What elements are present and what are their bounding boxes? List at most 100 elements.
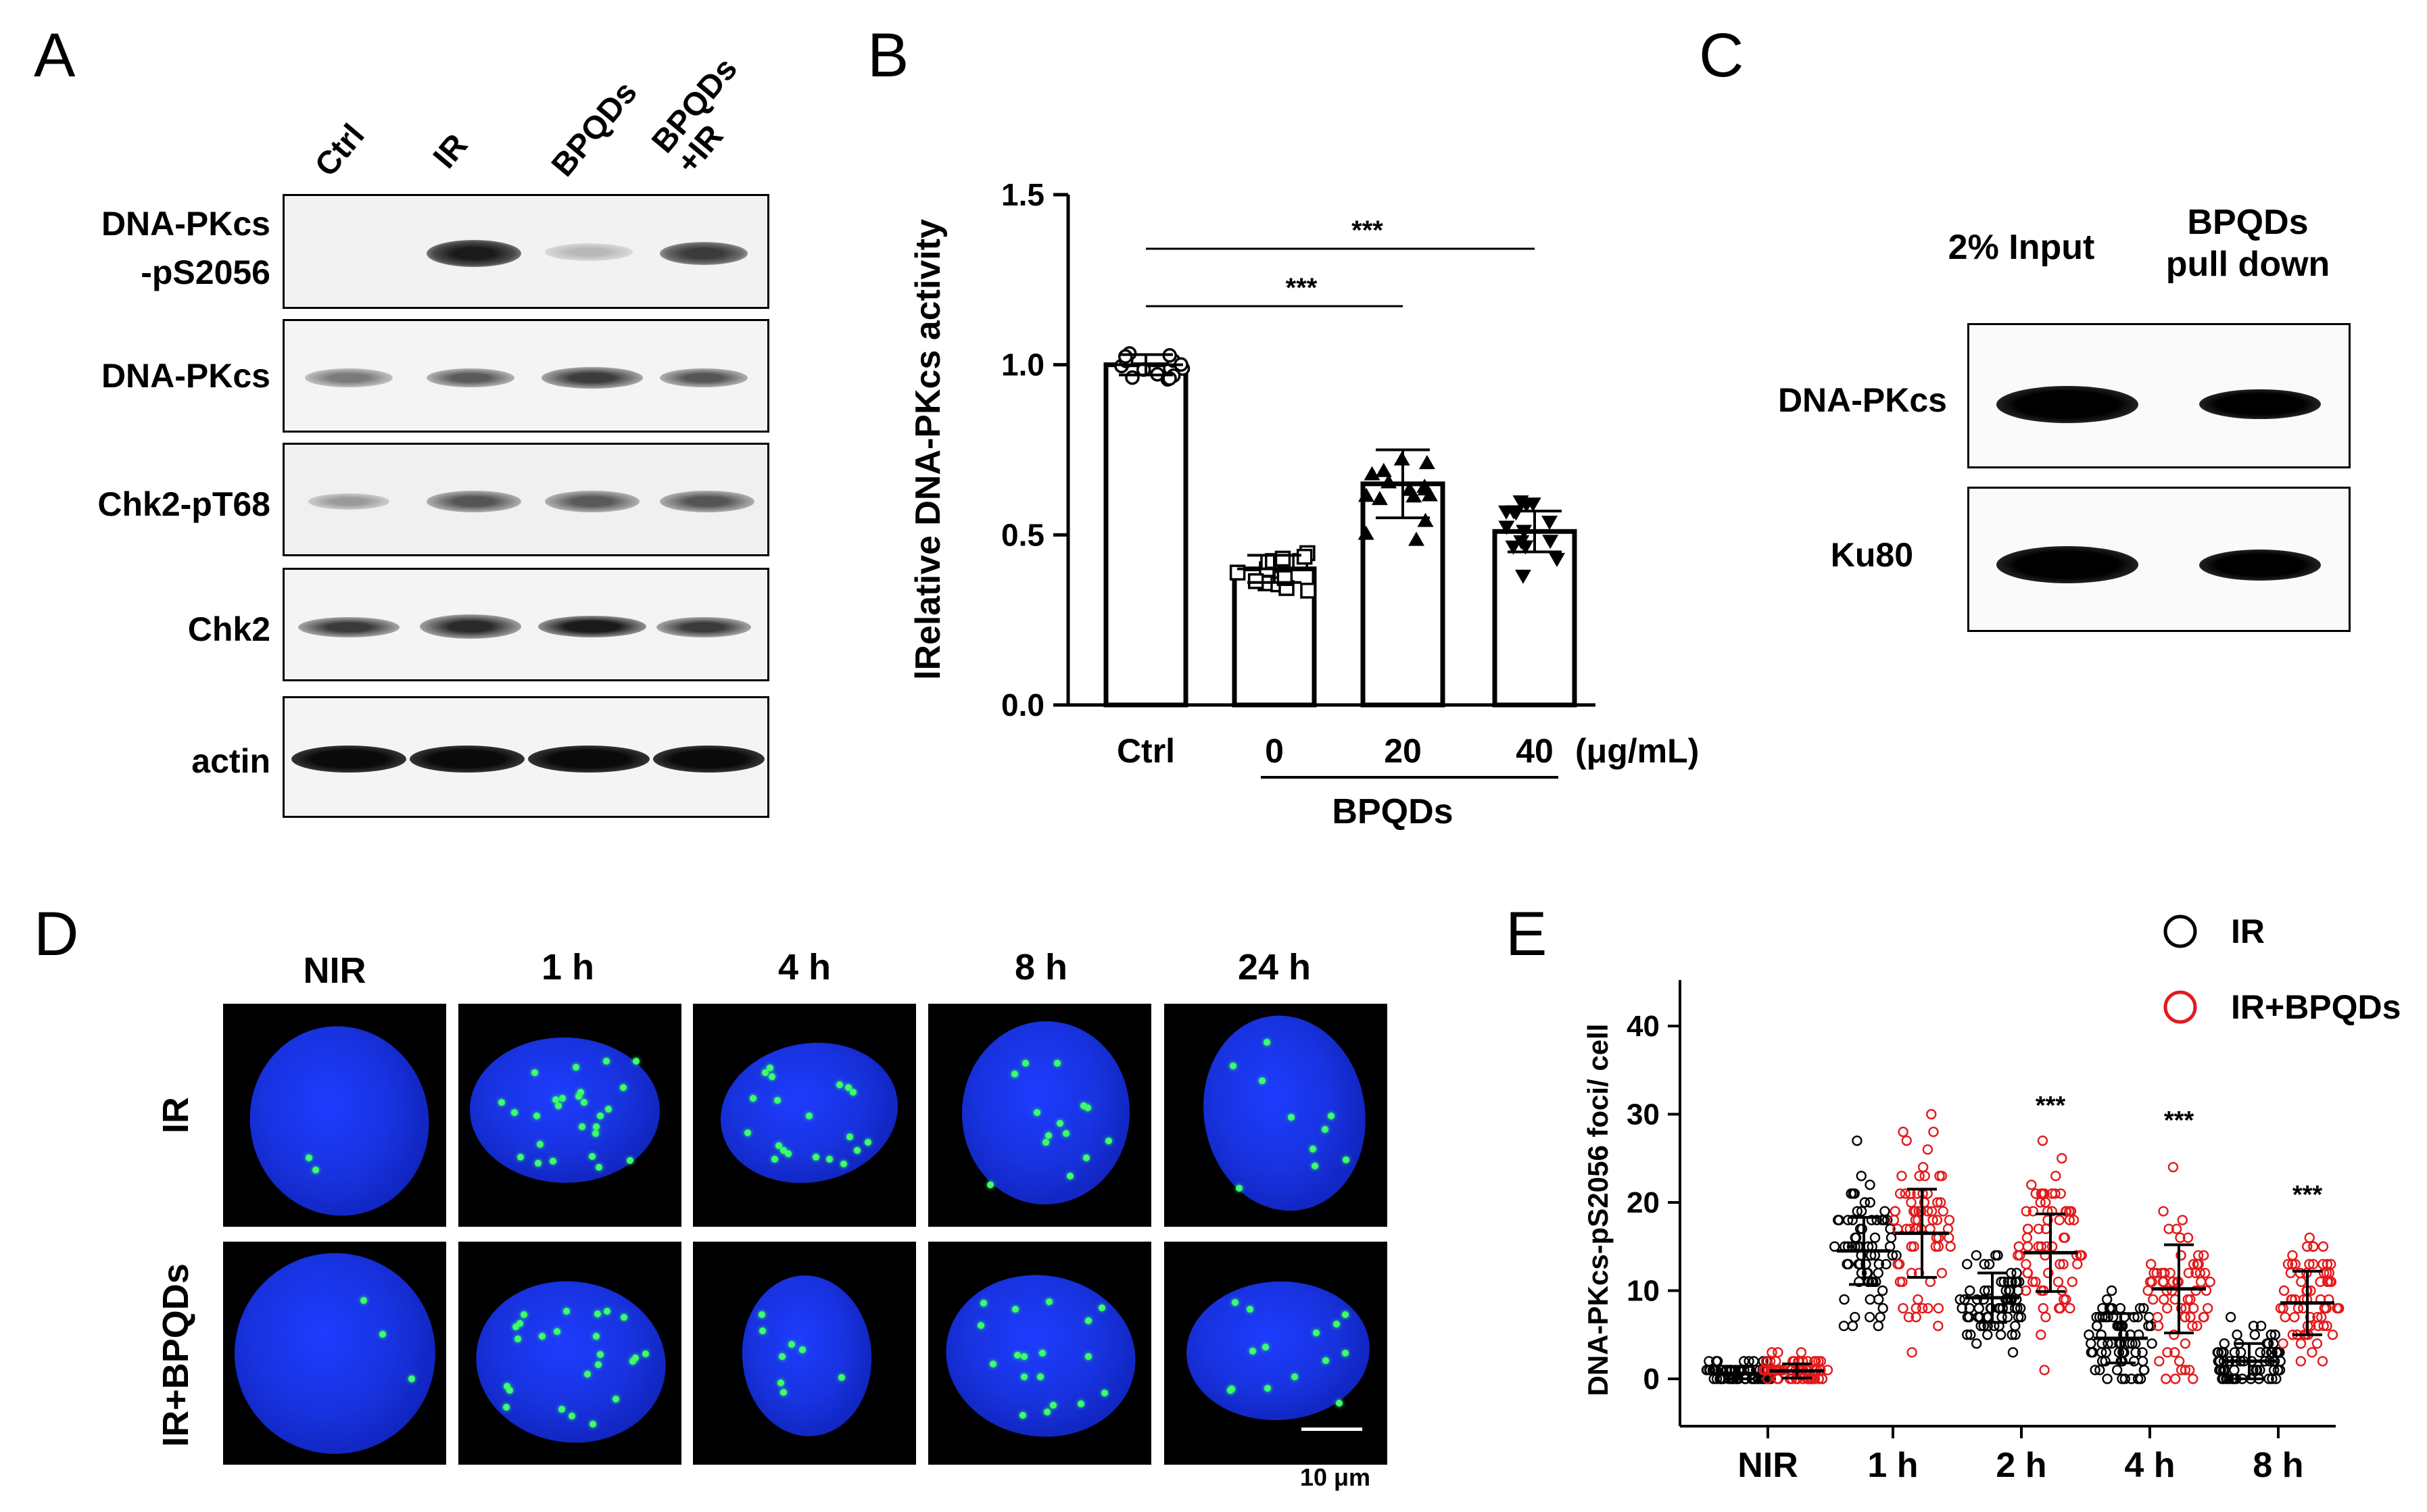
data-point <box>2321 1267 2332 1279</box>
data-point <box>2092 1320 2102 1332</box>
foci-dot <box>1046 1298 1053 1305</box>
data-point <box>2261 1338 2272 1349</box>
data-point <box>2130 1347 2141 1358</box>
data-point <box>2180 1365 2191 1375</box>
data-point <box>1787 1356 1798 1367</box>
data-point <box>2218 1347 2229 1358</box>
data-point <box>1761 1373 1772 1384</box>
data-point <box>1771 1365 1783 1375</box>
data-point <box>1765 1373 1776 1384</box>
data-point <box>2124 1338 2135 1349</box>
data-point <box>1738 1356 1750 1367</box>
foci-dot <box>1342 1349 1349 1357</box>
data-point <box>2084 1330 2094 1340</box>
data-point <box>2042 1206 2053 1217</box>
data-point <box>1971 1338 1982 1349</box>
foci-dot <box>1080 1102 1088 1109</box>
data-point <box>2278 1285 2290 1296</box>
blot-band <box>660 242 748 265</box>
blot-strip-dna-pkcs <box>283 319 769 433</box>
data-point <box>1762 1365 1774 1375</box>
data-point <box>2013 1285 2023 1296</box>
data-point <box>1517 540 1534 555</box>
foci-dot <box>853 1146 861 1154</box>
data-point <box>1873 1320 1884 1332</box>
data-point <box>1914 1171 1925 1181</box>
data-point <box>2046 1188 2058 1199</box>
data-point <box>2138 1302 2149 1314</box>
data-point <box>1759 1373 1770 1384</box>
blot-row-label: Chk2-pT68 <box>97 485 270 523</box>
pulldown-row-dna-pkcs: DNA-PKcs <box>1777 381 1947 419</box>
data-point <box>1850 1241 1860 1252</box>
data-point <box>1906 1347 1917 1358</box>
micro-image-tile <box>223 1004 446 1227</box>
data-point <box>2100 1311 2111 1323</box>
data-point <box>1751 1365 1762 1375</box>
data-point <box>2188 1259 2199 1270</box>
data-point <box>1771 1365 1782 1375</box>
data-point <box>1762 1365 1773 1375</box>
data-point <box>2224 1356 2235 1367</box>
data-point <box>2061 1294 2071 1305</box>
data-point <box>1994 1320 2004 1332</box>
data-point <box>2255 1320 2267 1332</box>
data-point <box>2322 1320 2332 1332</box>
data-point <box>1775 1365 1786 1375</box>
data-point <box>2268 1338 2279 1349</box>
data-point <box>1794 1356 1805 1367</box>
data-point <box>1925 1276 1936 1288</box>
data-point <box>1773 1365 1784 1375</box>
data-point <box>2307 1259 2319 1270</box>
data-point <box>1299 545 1316 562</box>
data-point <box>2173 1276 2184 1288</box>
data-point <box>2052 1276 2064 1288</box>
data-point <box>1726 1365 1737 1375</box>
data-point <box>1417 481 1434 495</box>
data-point <box>1118 353 1134 368</box>
data-point <box>2232 1330 2242 1340</box>
data-point <box>1926 1206 1938 1217</box>
foci-dot <box>1020 1373 1028 1381</box>
data-point <box>1796 1347 1807 1358</box>
data-point <box>2267 1347 2278 1358</box>
data-point <box>2247 1365 2259 1375</box>
data-point <box>2090 1365 2100 1375</box>
data-point <box>2286 1294 2298 1305</box>
foci-dot <box>360 1297 368 1304</box>
data-point <box>2117 1373 2128 1384</box>
data-point <box>1910 1206 1921 1217</box>
foci-dot <box>1084 1317 1092 1325</box>
data-point <box>2043 1267 2054 1279</box>
data-point <box>1753 1373 1764 1384</box>
data-point <box>1866 1276 1877 1288</box>
data-point <box>2159 1294 2169 1305</box>
data-point <box>1998 1276 2009 1288</box>
data-point <box>1136 362 1151 377</box>
data-point <box>1877 1302 1888 1314</box>
data-point <box>2027 1276 2038 1288</box>
foci-dot <box>1105 1137 1112 1144</box>
data-point <box>1863 1276 1875 1288</box>
data-point <box>2007 1347 2019 1358</box>
data-point <box>1760 1356 1772 1367</box>
data-point <box>2287 1250 2298 1261</box>
data-point <box>2071 1250 2082 1261</box>
blot-band <box>2199 389 2321 419</box>
data-point <box>1915 1206 1927 1217</box>
data-point <box>2165 1267 2176 1279</box>
data-point <box>2167 1276 2178 1288</box>
blot-row-label: DNA-PKcs <box>101 357 270 395</box>
data-point <box>1896 1171 1907 1181</box>
data-point <box>2295 1356 2307 1367</box>
foci-dot <box>1258 1077 1266 1084</box>
y-tick-label: 1.5 <box>1001 177 1044 212</box>
y-tick-label: 30 <box>1627 1098 1660 1131</box>
data-point <box>1758 1365 1769 1375</box>
foci-dot <box>1011 1071 1019 1078</box>
data-point <box>2036 1241 2047 1252</box>
data-point <box>1797 1373 1808 1384</box>
data-point <box>2214 1365 2225 1375</box>
data-point <box>1931 1215 1943 1225</box>
data-point <box>2030 1276 2041 1288</box>
